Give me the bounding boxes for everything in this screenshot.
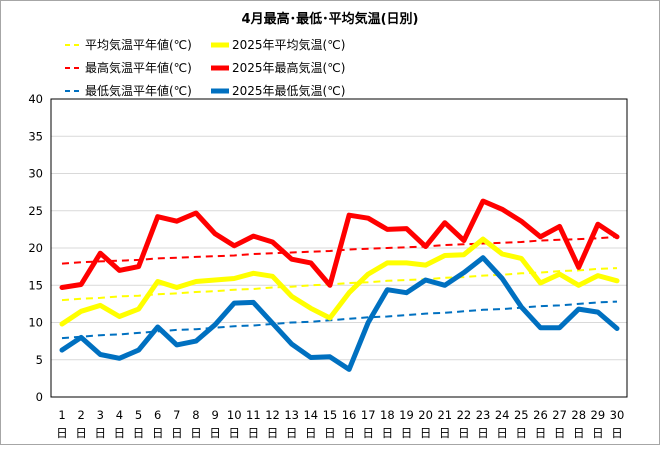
y-tick-label: 35 <box>28 129 43 143</box>
x-tick-label: 20 <box>418 408 433 422</box>
x-tick-suffix: 日 <box>228 426 240 440</box>
x-tick-label: 14 <box>303 408 318 422</box>
x-tick-suffix: 日 <box>477 426 489 440</box>
x-tick-label: 10 <box>227 408 242 422</box>
gridlines <box>50 98 628 398</box>
plot-area <box>50 98 628 398</box>
x-tick-suffix: 日 <box>152 426 164 440</box>
x-tick-suffix: 日 <box>324 426 336 440</box>
x-tick-label: 23 <box>476 408 491 422</box>
y-tick-label: 5 <box>36 353 43 367</box>
y-tick-label: 15 <box>28 278 43 292</box>
y-tick-label: 20 <box>28 241 43 255</box>
x-tick-label: 13 <box>284 408 299 422</box>
x-tick-suffix: 日 <box>382 426 394 440</box>
x-tick-suffix: 日 <box>75 426 87 440</box>
x-axis: 1日2日3日4日5日6日7日8日9日10日11日12日13日14日15日16日1… <box>56 408 624 440</box>
x-tick-label: 18 <box>380 408 395 422</box>
x-tick-suffix: 日 <box>209 426 221 440</box>
x-tick-suffix: 日 <box>133 426 145 440</box>
x-tick-label: 21 <box>437 408 452 422</box>
x-tick-label: 29 <box>591 408 606 422</box>
legend-label: 2025年最高気温(℃) <box>232 60 345 75</box>
x-tick-label: 9 <box>211 408 218 422</box>
x-tick-label: 1 <box>58 408 65 422</box>
legend: 平均気温平年値(℃) 2025年平均気温(℃) 最高気温平年値(℃) 2025年最高気… <box>65 37 345 98</box>
y-tick-label: 25 <box>28 204 43 218</box>
x-tick-label: 3 <box>97 408 104 422</box>
series-line-5 <box>61 300 618 340</box>
x-tick-label: 19 <box>399 408 414 422</box>
x-tick-suffix: 日 <box>171 426 183 440</box>
x-tick-label: 4 <box>116 408 123 422</box>
chart-title: 4月最高･最低･平均気温(日別) <box>242 11 419 27</box>
x-tick-suffix: 日 <box>95 426 107 440</box>
y-tick-label: 10 <box>28 316 43 330</box>
series-line-6 <box>59 255 620 372</box>
x-tick-label: 30 <box>610 408 625 422</box>
x-tick-label: 15 <box>323 408 338 422</box>
x-tick-suffix: 日 <box>516 426 528 440</box>
x-tick-suffix: 日 <box>190 426 202 440</box>
x-tick-suffix: 日 <box>362 426 374 440</box>
x-tick-label: 12 <box>265 408 280 422</box>
x-tick-label: 6 <box>154 408 161 422</box>
x-tick-label: 8 <box>192 408 199 422</box>
legend-label: 2025年平均気温(℃) <box>232 37 345 52</box>
x-tick-label: 24 <box>495 408 510 422</box>
x-tick-suffix: 日 <box>573 426 585 440</box>
y-axis: 0 5 10 15 20 25 30 35 40 <box>28 92 43 404</box>
x-tick-label: 17 <box>361 408 376 422</box>
x-tick-label: 16 <box>342 408 357 422</box>
x-tick-suffix: 日 <box>56 426 68 440</box>
x-tick-suffix: 日 <box>420 426 432 440</box>
x-tick-label: 26 <box>533 408 548 422</box>
x-tick-label: 7 <box>173 408 180 422</box>
x-tick-suffix: 日 <box>592 426 604 440</box>
x-tick-suffix: 日 <box>286 426 298 440</box>
x-tick-suffix: 日 <box>496 426 508 440</box>
legend-label: 最高気温平年値(℃) <box>85 60 192 75</box>
x-tick-suffix: 日 <box>305 426 317 440</box>
x-tick-label: 2 <box>77 408 84 422</box>
x-tick-suffix: 日 <box>401 426 413 440</box>
y-tick-label: 40 <box>28 92 43 106</box>
x-tick-suffix: 日 <box>554 426 566 440</box>
legend-label: 平均気温平年値(℃) <box>85 37 192 52</box>
series-line-4 <box>59 198 620 290</box>
legend-label: 2025年最低気温(℃) <box>232 83 345 98</box>
series-lines <box>59 198 620 372</box>
x-tick-suffix: 日 <box>343 426 355 440</box>
x-tick-suffix: 日 <box>114 426 126 440</box>
x-tick-suffix: 日 <box>458 426 470 440</box>
x-tick-label: 22 <box>457 408 472 422</box>
legend-label: 最低気温平年値(℃) <box>85 83 192 98</box>
x-tick-label: 11 <box>246 408 261 422</box>
x-tick-label: 5 <box>135 408 142 422</box>
x-tick-label: 28 <box>571 408 586 422</box>
x-tick-suffix: 日 <box>267 426 279 440</box>
x-tick-suffix: 日 <box>439 426 451 440</box>
x-tick-suffix: 日 <box>248 426 260 440</box>
series-line-2 <box>59 236 620 327</box>
x-tick-suffix: 日 <box>535 426 547 440</box>
series-line-1 <box>61 267 618 302</box>
y-tick-label: 30 <box>28 167 43 181</box>
y-tick-label: 0 <box>36 390 43 404</box>
x-tick-label: 27 <box>552 408 567 422</box>
x-tick-suffix: 日 <box>611 426 623 440</box>
x-tick-label: 25 <box>514 408 529 422</box>
